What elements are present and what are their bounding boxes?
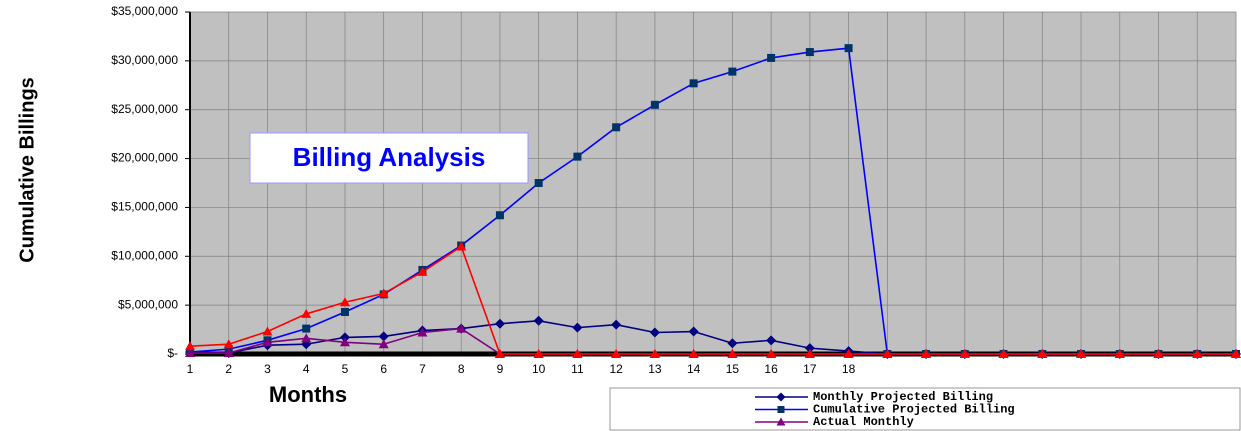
marker: [456, 323, 467, 333]
marker: [767, 53, 776, 62]
marker: [843, 349, 854, 358]
marker: [339, 297, 350, 307]
marker: [340, 307, 349, 316]
legend: [609, 387, 1241, 431]
marker: [728, 67, 737, 76]
y-axis-label: Cumulative Billings: [16, 77, 38, 263]
x-tick-label: 18: [842, 362, 856, 376]
marker: [844, 44, 853, 53]
marker: [417, 266, 428, 276]
x-tick-label: 1: [187, 362, 194, 376]
x-tick-label: 3: [264, 362, 271, 376]
marker: [417, 327, 428, 337]
marker: [805, 48, 814, 57]
marker: [456, 241, 467, 251]
marker: [727, 349, 738, 358]
marker: [804, 349, 815, 358]
x-tick-label: 12: [609, 362, 623, 376]
marker: [959, 349, 970, 358]
series-line: [189, 245, 1236, 355]
marker: [302, 324, 311, 333]
x-tick-label: 16: [764, 362, 778, 376]
x-tick-label: 6: [380, 362, 387, 376]
y-tick-label: $-: [167, 346, 178, 360]
y-tick-label: $30,000,000: [111, 53, 178, 67]
legend-label: Actual Monthly: [813, 415, 914, 429]
marker: [688, 326, 699, 337]
x-tick-label: 10: [532, 362, 546, 376]
marker: [766, 335, 777, 346]
marker: [1037, 349, 1048, 358]
marker: [1231, 349, 1241, 358]
marker: [185, 341, 195, 351]
x-tick-label: 4: [303, 362, 310, 376]
marker: [223, 348, 234, 358]
y-tick-label: $35,000,000: [111, 4, 178, 18]
marker: [378, 339, 389, 349]
annotation: Billing Analysis: [293, 142, 486, 172]
marker: [650, 100, 659, 109]
marker: [611, 349, 622, 358]
marker: [262, 326, 273, 336]
marker: [1192, 349, 1203, 358]
x-tick-label: 8: [458, 362, 465, 376]
marker: [378, 288, 389, 298]
marker: [1114, 349, 1125, 358]
marker: [766, 349, 777, 358]
x-tick-label: 11: [571, 362, 584, 376]
marker: [611, 319, 622, 330]
x-axis-label: Months: [269, 382, 347, 407]
marker: [727, 338, 738, 349]
marker: [777, 406, 785, 413]
marker: [776, 417, 786, 426]
marker: [495, 211, 504, 220]
marker: [494, 349, 505, 358]
legend-label: Monthly Projected Billing: [813, 390, 993, 404]
marker: [612, 123, 621, 132]
y-tick-label: $25,000,000: [111, 102, 178, 116]
marker: [262, 337, 273, 347]
marker: [776, 392, 786, 402]
legend-label: Cumulative Projected Billing: [813, 403, 1015, 417]
x-tick-label: 13: [648, 362, 662, 376]
marker: [533, 349, 544, 358]
marker: [573, 152, 582, 161]
x-tick-label: 14: [687, 362, 701, 376]
marker: [649, 349, 660, 358]
x-tick-label: 17: [803, 362, 817, 376]
x-tick-label: 5: [342, 362, 349, 376]
marker: [494, 318, 505, 329]
annotation-box: [249, 132, 529, 184]
marker: [301, 333, 312, 343]
x-tick-label: 9: [497, 362, 504, 376]
y-tick-label: $10,000,000: [111, 248, 178, 262]
x-tick-label: 15: [726, 362, 740, 376]
marker: [1153, 349, 1164, 358]
marker: [339, 337, 350, 347]
y-tick-label: $15,000,000: [111, 200, 178, 214]
marker: [689, 79, 698, 88]
marker: [301, 308, 312, 318]
x-tick-label: 2: [225, 362, 232, 376]
marker: [185, 348, 195, 358]
marker: [688, 349, 699, 358]
marker: [572, 349, 583, 358]
marker: [998, 349, 1009, 358]
marker: [223, 339, 234, 349]
marker: [921, 349, 932, 358]
x-tick-label: 7: [419, 362, 426, 376]
marker: [804, 343, 815, 354]
marker: [649, 327, 660, 338]
marker: [534, 179, 543, 187]
marker: [882, 349, 893, 358]
y-tick-label: $5,000,000: [118, 297, 178, 311]
marker: [378, 331, 389, 342]
marker: [1076, 349, 1087, 358]
marker: [572, 322, 583, 333]
y-tick-label: $20,000,000: [111, 151, 178, 165]
marker: [533, 315, 544, 326]
